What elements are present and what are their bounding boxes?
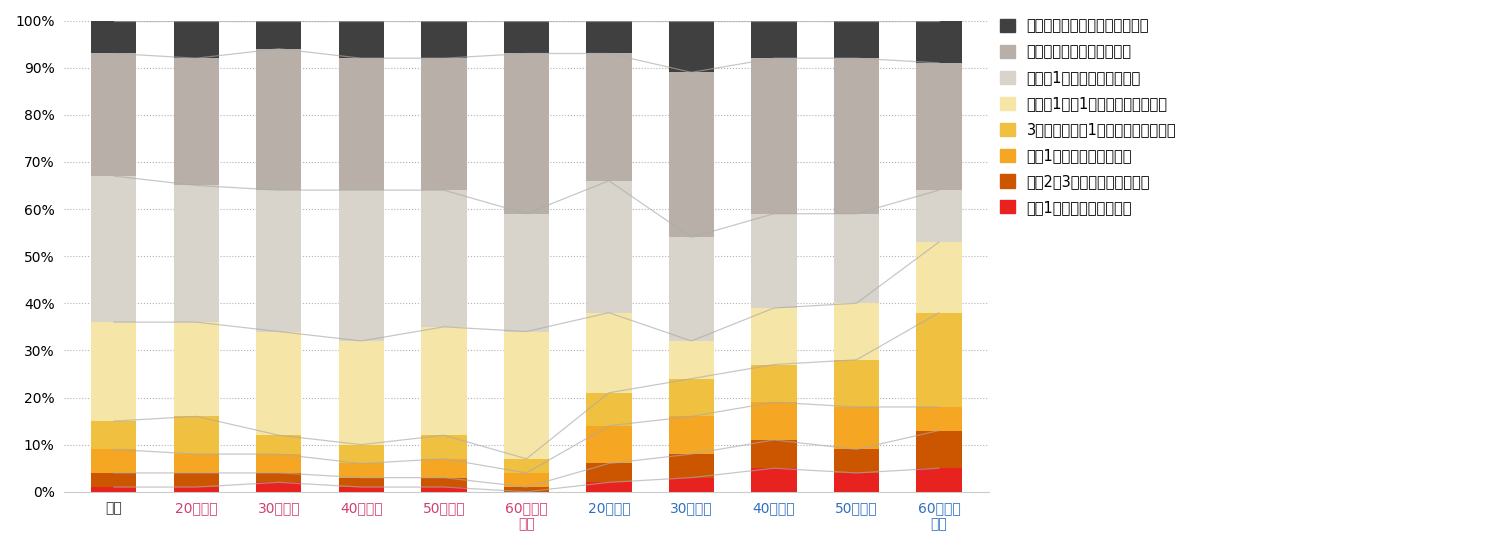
Bar [92, 21, 136, 54]
Bar [752, 468, 796, 492]
Bar [422, 478, 466, 487]
Bar [669, 379, 714, 417]
Bar [256, 331, 302, 435]
Bar [504, 473, 549, 487]
Bar [669, 72, 714, 238]
Bar [916, 407, 962, 430]
Bar [834, 473, 879, 492]
Bar [174, 58, 219, 186]
Bar [422, 21, 466, 58]
Bar [834, 58, 879, 213]
Bar [834, 449, 879, 473]
Bar [256, 49, 302, 190]
Bar [339, 487, 384, 492]
Bar [339, 190, 384, 341]
Bar [669, 341, 714, 379]
Bar [256, 190, 302, 331]
Bar [422, 327, 466, 435]
Bar [339, 478, 384, 487]
Bar [256, 482, 302, 492]
Bar [834, 303, 879, 360]
Bar [504, 459, 549, 473]
Bar [669, 417, 714, 454]
Bar [504, 21, 549, 54]
Bar [339, 21, 384, 58]
Bar [339, 464, 384, 478]
Bar [752, 308, 796, 365]
Bar [174, 417, 219, 454]
Bar [174, 487, 219, 492]
Bar [174, 454, 219, 473]
Bar [916, 468, 962, 492]
Bar [256, 435, 302, 454]
Bar [586, 482, 632, 492]
Bar [752, 213, 796, 308]
Bar [834, 21, 879, 58]
Bar [586, 21, 632, 54]
Bar [174, 21, 219, 58]
Bar [916, 63, 962, 190]
Bar [256, 21, 302, 49]
Bar [586, 464, 632, 482]
Bar [752, 365, 796, 402]
Bar [586, 54, 632, 181]
Bar [339, 58, 384, 190]
Bar [422, 459, 466, 478]
Bar [916, 242, 962, 313]
Bar [916, 190, 962, 242]
Bar [504, 331, 549, 459]
Bar [669, 454, 714, 478]
Bar [669, 21, 714, 72]
Bar [422, 487, 466, 492]
Bar [916, 430, 962, 468]
Bar [92, 176, 136, 322]
Bar [422, 190, 466, 327]
Bar [669, 238, 714, 341]
Bar [422, 435, 466, 459]
Bar [586, 181, 632, 313]
Bar [586, 313, 632, 393]
Bar [92, 449, 136, 473]
Legend: まだ一度も利用したことがない, かつて利用したことがある, 数年に1回程度の利用頻度だ, 半年～1年に1回程度利用している, 3ヶ月～半年に1回程度利用している: まだ一度も利用したことがない, かつて利用したことがある, 数年に1回程度の利用… [1000, 19, 1176, 215]
Bar [752, 402, 796, 440]
Bar [752, 21, 796, 58]
Bar [586, 393, 632, 426]
Bar [92, 322, 136, 421]
Bar [92, 54, 136, 176]
Bar [752, 440, 796, 468]
Bar [422, 58, 466, 190]
Bar [834, 407, 879, 449]
Bar [504, 487, 549, 492]
Bar [92, 473, 136, 487]
Bar [504, 54, 549, 213]
Bar [916, 313, 962, 407]
Bar [504, 213, 549, 331]
Bar [834, 213, 879, 303]
Bar [834, 360, 879, 407]
Bar [339, 341, 384, 444]
Bar [669, 478, 714, 492]
Bar [339, 444, 384, 464]
Bar [92, 421, 136, 449]
Bar [586, 426, 632, 464]
Bar [916, 21, 962, 63]
Bar [256, 473, 302, 482]
Bar [174, 322, 219, 417]
Bar [174, 473, 219, 487]
Bar [752, 58, 796, 213]
Bar [256, 454, 302, 473]
Bar [92, 487, 136, 492]
Bar [174, 186, 219, 322]
